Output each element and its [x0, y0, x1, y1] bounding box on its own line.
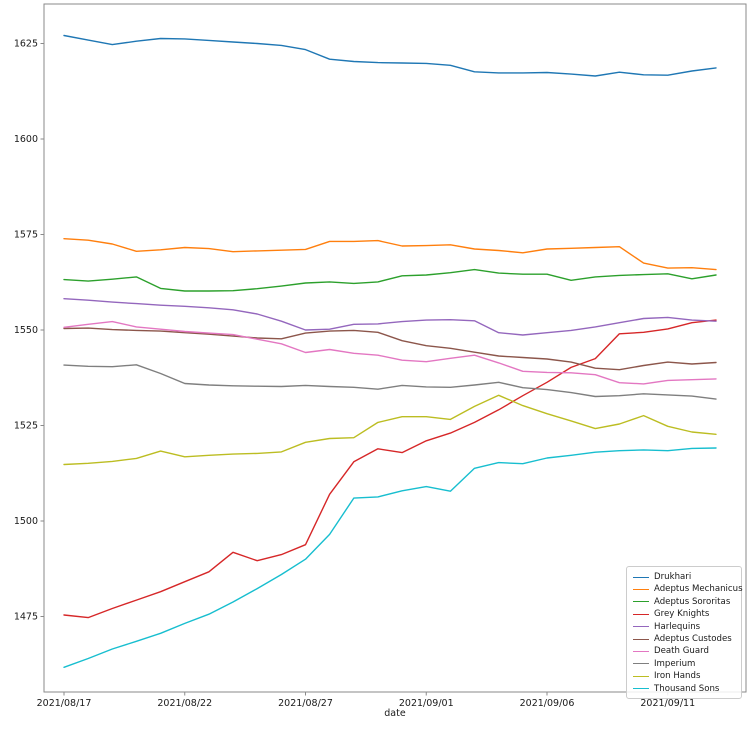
y-tick-label: 1500 — [14, 516, 38, 527]
x-tick-label: 2021/09/01 — [399, 698, 454, 709]
series-line-harlequins — [63, 298, 717, 336]
series-line-imperium — [63, 364, 717, 400]
plot-border — [43, 3, 747, 693]
x-tick-label: 2021/08/27 — [278, 698, 333, 709]
legend-line-swatch — [633, 651, 649, 653]
legend-item: Harlequins — [633, 621, 735, 633]
legend-label: Grey Knights — [654, 609, 710, 620]
legend-label: Death Guard — [654, 646, 709, 657]
legend-line-swatch — [633, 601, 649, 603]
series-line-drukhari — [63, 34, 717, 77]
legend-line-swatch — [633, 638, 649, 640]
y-tick-label: 1550 — [14, 325, 38, 336]
legend-line-swatch — [633, 576, 649, 578]
y-tick-label: 1600 — [14, 134, 38, 145]
x-axis-label: date — [384, 708, 406, 719]
y-tick-label: 1625 — [14, 39, 38, 50]
x-tick-label: 2021/09/06 — [520, 698, 575, 709]
legend-label: Harlequins — [654, 621, 701, 632]
x-tick-label: 2021/09/11 — [640, 698, 695, 709]
legend-item: Adeptus Sororitas — [633, 596, 735, 608]
legend-item: Imperium — [633, 658, 735, 670]
y-tick-label: 1575 — [14, 230, 38, 241]
series-line-adeptus-custodes — [63, 327, 717, 371]
legend-item: Iron Hands — [633, 670, 735, 682]
series-line-thousand-sons — [63, 447, 717, 668]
series-line-adeptus-sororitas — [63, 268, 717, 292]
x-tick-label: 2021/08/22 — [157, 698, 212, 709]
legend-line-swatch — [633, 675, 649, 677]
legend-item: Drukhari — [633, 571, 735, 583]
legend-label: Drukhari — [654, 572, 692, 582]
y-tick-label: 1475 — [14, 612, 38, 623]
series-line-iron-hands — [63, 394, 717, 466]
series-line-grey-knights — [63, 319, 717, 619]
legend-label: Imperium — [654, 658, 696, 669]
x-tick-label: 2021/08/17 — [37, 698, 92, 709]
legend-item: Adeptus Custodes — [633, 633, 735, 645]
legend-label: Adeptus Mechanicus — [654, 584, 743, 595]
legend-label: Thousand Sons — [654, 683, 720, 694]
legend-item: Thousand Sons — [633, 683, 735, 695]
legend-label: Adeptus Sororitas — [654, 596, 731, 607]
legend-label: Iron Hands — [654, 671, 701, 682]
legend-line-swatch — [633, 626, 649, 628]
legend-line-swatch — [633, 589, 649, 591]
legend-label: Adeptus Custodes — [654, 633, 732, 644]
legend-line-swatch — [633, 688, 649, 690]
series-line-adeptus-mechanicus — [63, 237, 717, 271]
legend-item: Adeptus Mechanicus — [633, 583, 743, 595]
y-tick-label: 1525 — [14, 421, 38, 432]
legend-item: Death Guard — [633, 645, 735, 657]
series-line-death-guard — [63, 320, 717, 385]
legend-line-swatch — [633, 663, 649, 665]
legend-item: Grey Knights — [633, 608, 735, 620]
legend-line-swatch — [633, 613, 649, 615]
legend: Drukhari Adeptus Mechanicus Adeptus Sorori… — [626, 566, 743, 699]
